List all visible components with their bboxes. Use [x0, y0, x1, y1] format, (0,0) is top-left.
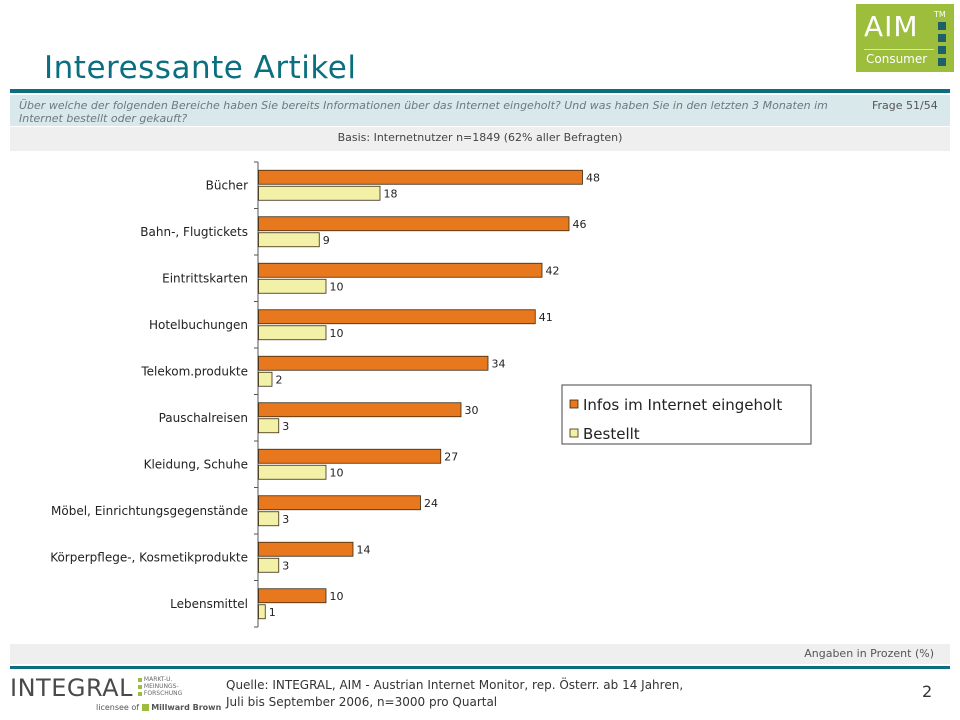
legend-swatch — [569, 399, 579, 409]
data-label: 10 — [330, 466, 344, 479]
data-label: 18 — [384, 187, 398, 200]
bar-bestellt — [258, 511, 280, 527]
data-label: 10 — [330, 327, 344, 340]
data-label: 42 — [546, 264, 560, 277]
source-note: Quelle: INTEGRAL, AIM - Austrian Interne… — [226, 677, 683, 711]
legend-box — [561, 384, 812, 445]
source-line-1: Quelle: INTEGRAL, AIM - Austrian Interne… — [226, 678, 684, 692]
bar-bestellt — [258, 278, 327, 294]
logo-brand: AIM — [864, 10, 919, 43]
bar-infos — [258, 588, 327, 604]
integral-sub-line: FORSCHUNG — [143, 690, 183, 697]
data-label: 14 — [357, 543, 371, 556]
bar-infos — [258, 355, 489, 371]
header-rule — [10, 89, 950, 93]
legend-label: Bestellt — [583, 425, 640, 443]
bar-bestellt — [258, 325, 327, 341]
logo-tm: TM — [934, 10, 946, 19]
legend-swatch — [569, 428, 579, 438]
square-icon — [138, 677, 142, 682]
square-icon — [138, 691, 142, 696]
logo-square-icon — [938, 34, 946, 42]
data-label: 3 — [282, 513, 289, 526]
category-label: Bahn-, Flugtickets — [140, 225, 248, 239]
bar-infos — [258, 448, 442, 464]
category-label: Kleidung, Schuhe — [144, 457, 248, 471]
data-label: 9 — [323, 234, 330, 247]
basis-text: Basis: Internetnutzer n=1849 (62% aller … — [337, 131, 623, 144]
unit-note: Angaben in Prozent (%) — [804, 647, 934, 660]
logo-sub: Consumer — [866, 52, 928, 66]
category-label: Möbel, Einrichtungsgegenstände — [51, 504, 248, 518]
data-label: 24 — [424, 497, 438, 510]
data-label: 1 — [269, 606, 276, 619]
data-label: 10 — [330, 590, 344, 603]
licensee-brand: Millward Brown — [151, 703, 222, 712]
data-label: 46 — [573, 218, 587, 231]
licensee-note: licensee of Millward Brown — [96, 703, 221, 712]
category-label: Telekom.produkte — [140, 364, 248, 378]
logo-square-icon — [938, 58, 946, 66]
bar-bestellt — [258, 371, 273, 387]
page-title: Interessante Artikel — [44, 50, 357, 86]
logo-square-icon — [938, 22, 946, 30]
bar-infos — [258, 402, 462, 418]
bar-infos — [258, 541, 354, 557]
source-line-2: Juli bis September 2006, n=3000 pro Quar… — [226, 695, 498, 709]
data-label: 10 — [330, 280, 344, 293]
category-label: Eintrittskarten — [162, 271, 248, 285]
legend-label: Infos im Internet eingeholt — [583, 396, 782, 414]
logo-divider — [864, 49, 934, 50]
bar-bestellt — [258, 418, 280, 434]
bar-bestellt — [258, 232, 320, 248]
data-label: 3 — [282, 420, 289, 433]
bar-infos — [258, 216, 570, 232]
question-bar — [10, 95, 950, 126]
square-icon — [138, 684, 142, 689]
data-label: 41 — [539, 311, 553, 324]
integral-logo-sub: MARKT-U. MEINUNGS- FORSCHUNG — [138, 676, 182, 697]
bar-infos — [258, 309, 536, 325]
category-label: Hotelbuchungen — [149, 318, 248, 332]
bar-bestellt — [258, 464, 327, 480]
integral-sub-line: MARKT-U. — [143, 676, 173, 683]
bar-infos — [258, 495, 421, 511]
millward-brown-icon — [141, 704, 149, 711]
integral-logo: INTEGRAL — [10, 674, 133, 702]
category-label: Lebensmittel — [170, 597, 248, 611]
data-label: 30 — [465, 404, 479, 417]
integral-sub-line: MEINUNGS- — [143, 683, 179, 690]
page-number: 2 — [922, 682, 933, 701]
data-label: 3 — [282, 559, 289, 572]
bar-bestellt — [258, 185, 381, 201]
data-label: 27 — [444, 450, 458, 463]
question-number: Frage 51/54 — [872, 99, 938, 112]
category-label: Bücher — [206, 178, 248, 192]
data-label: 48 — [586, 171, 600, 184]
unit-bar — [10, 644, 950, 664]
bar-bestellt — [258, 557, 280, 573]
footer-rule — [10, 666, 950, 669]
bar-infos — [258, 169, 583, 185]
category-label: Körperpflege-, Kosmetikprodukte — [50, 550, 248, 564]
aim-consumer-logo: AIM TM Consumer — [856, 4, 954, 72]
data-label: 34 — [492, 357, 506, 370]
bar-bestellt — [258, 604, 266, 620]
data-label: 2 — [276, 373, 283, 386]
logo-square-icon — [938, 46, 946, 54]
bar-infos — [258, 262, 543, 278]
basis-bar — [10, 127, 950, 151]
licensee-label: licensee of — [96, 703, 140, 712]
question-text: Über welche der folgenden Bereiche haben… — [19, 99, 828, 125]
category-label: Pauschalreisen — [159, 411, 248, 425]
